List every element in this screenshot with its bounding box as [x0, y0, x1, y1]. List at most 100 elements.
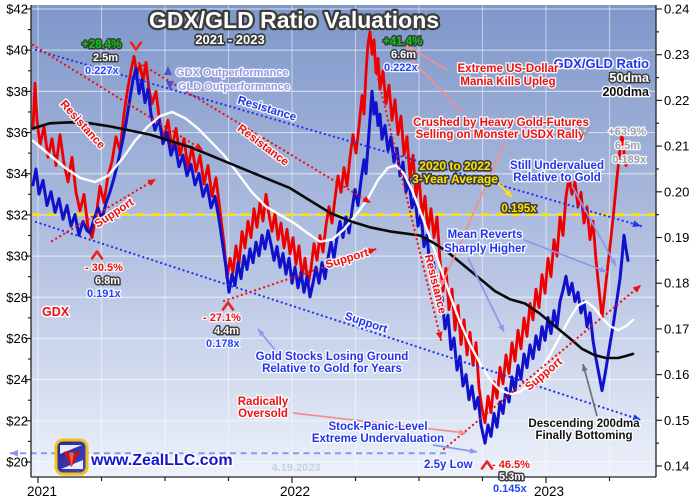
- callout-arrow-6: [523, 239, 608, 273]
- series-gdx-gld-ratio: [31, 66, 630, 445]
- label-gld-outperformance: GLD Outperformance: [178, 81, 290, 93]
- arrowhead: [632, 285, 641, 293]
- label-oversold: Oversold: [238, 408, 288, 420]
- arrowhead: [469, 447, 477, 454]
- arrowhead: [441, 279, 447, 287]
- label-www-zealllc-com: www.ZealLLC.com: [90, 452, 233, 469]
- label-6-6m: 6.6m: [391, 49, 416, 61]
- right-axis-label-0-23: 0.23: [664, 47, 689, 62]
- arrowhead: [504, 189, 512, 197]
- right-axis-label-0-18: 0.18: [664, 276, 689, 291]
- label-gdx-outperformance: GDX Outperformance: [176, 67, 288, 79]
- label-0-145x: 0.145x: [493, 483, 528, 495]
- callout-arrow-10: [582, 363, 598, 417]
- arrowhead: [458, 429, 466, 436]
- trendline-support-red-2021b: [222, 247, 378, 303]
- left-axis-label-38: $38: [6, 84, 28, 99]
- legend-gdx-gld-ratio: GDX/GLD Ratio: [554, 56, 649, 71]
- label-stock-panic-level: Stock-Panic-Level: [328, 421, 427, 433]
- zeal-logo-fan: [63, 451, 80, 467]
- label-crushed-by-heavy-gold-futures: Crushed by Heavy Gold-Futures: [413, 117, 589, 129]
- label-0-222x: 0.222x: [384, 62, 419, 74]
- x-axis-label-2022: 2022: [280, 484, 310, 499]
- legend-50dma: 50dma: [609, 71, 650, 85]
- left-axis-label-20: $20: [6, 455, 28, 470]
- arrowhead: [581, 364, 588, 372]
- left-axis-label-42: $42: [6, 2, 28, 17]
- caret-3: [480, 460, 494, 470]
- arrowhead: [632, 220, 641, 227]
- chart-generated-content: $42 $40 $38 $36 $34 $32 $30 $28 $26 $24 $22 $20 0.24…: [6, 2, 689, 500]
- label-mean-reverts: Mean Reverts: [448, 229, 523, 241]
- series-dma50: [31, 110, 635, 396]
- arrowhead: [362, 195, 371, 203]
- right-axis-label-0-20: 0.20: [664, 184, 689, 199]
- label-0-195x: 0.195x: [501, 203, 537, 215]
- caret-2: [221, 301, 235, 311]
- caret-1: [90, 250, 104, 260]
- label-extreme-undervaluation: Extreme Undervaluation: [312, 433, 444, 445]
- label-sharply-higher: Sharply Higher: [444, 243, 526, 255]
- caret-0: [129, 41, 143, 51]
- arrowhead: [404, 44, 412, 51]
- trendline-resistance-blue-upper: [34, 48, 643, 228]
- callout-arrow-0: [403, 43, 448, 71]
- label-2020-to-2022: 2020 to 2022: [419, 159, 491, 173]
- x-axis-label-2023: 2023: [534, 484, 564, 499]
- label-41-4: +41.4%: [383, 36, 422, 48]
- arrowhead: [632, 414, 641, 421]
- label-radically: Radically: [238, 396, 289, 408]
- label-46-5: - 46.5%: [492, 459, 530, 471]
- label-still-undervalued: Still Undervalued: [510, 160, 604, 172]
- right-axis-label-0-19: 0.19: [664, 230, 689, 245]
- label-gdx: GDX: [42, 305, 70, 319]
- arrowhead: [435, 331, 443, 340]
- right-axis-label-0-15: 0.15: [664, 413, 689, 428]
- arrowhead: [10, 449, 18, 457]
- label-relative-to-gold: Relative to Gold: [513, 172, 601, 184]
- callout-arrow-8: [292, 412, 467, 434]
- label-gdx-gld-ratio-valuations: GDX/GLD Ratio Valuations: [149, 7, 439, 33]
- left-axis-label-32: $32: [6, 207, 28, 222]
- label-5-3m: 5.3m: [499, 471, 524, 483]
- label-27-1: - 27.1%: [203, 312, 241, 324]
- callout-arrow-9: [432, 444, 478, 453]
- series-gdx: [31, 30, 630, 425]
- label-0-191x: 0.191x: [87, 288, 122, 300]
- label-descending-200dma: Descending 200dma: [528, 418, 640, 430]
- label-gold-stocks-losing-ground: Gold Stocks Losing Ground: [256, 351, 409, 363]
- label-finally-bottoming: Finally Bottoming: [535, 430, 632, 442]
- arrowhead: [599, 266, 607, 273]
- series-dma200: [31, 121, 635, 360]
- arrowhead: [147, 179, 156, 186]
- label-4-19-2023: 4.19.2023: [272, 462, 321, 474]
- callout-arrow-5: [467, 257, 505, 333]
- arrowhead: [498, 324, 504, 332]
- label-3-year-average: 3-Year Average: [412, 172, 498, 186]
- zeal-logo-fan-center: [69, 452, 74, 467]
- label-6-8m: 6.8m: [95, 275, 120, 287]
- trendline-resistance-red-2021b: [137, 61, 373, 205]
- trendline-resistance-red-2022: [374, 68, 443, 342]
- arrowhead: [367, 248, 376, 255]
- callout-arrow-1: [403, 51, 463, 113]
- arrowhead: [194, 142, 203, 150]
- label-0-227x: 0.227x: [85, 65, 120, 77]
- zeal-logo: [54, 438, 89, 476]
- label-extreme-us-dollar: Extreme US-Dollar: [458, 63, 560, 75]
- right-axis-label-0-17: 0.17: [664, 321, 689, 336]
- label-selling-on-monster-usdx-rally: Selling on Monster USDX Rally: [416, 129, 585, 141]
- trendline-resistance-red-2021a: [31, 43, 205, 152]
- arrowhead: [258, 329, 265, 337]
- left-axis-label-24: $24: [6, 372, 28, 387]
- caret-5: [164, 66, 172, 75]
- x-axis-label-2021: 2021: [27, 484, 57, 499]
- trendline-support-blue-lower: [34, 220, 643, 422]
- right-axis-label-0-21: 0.21: [664, 139, 689, 154]
- caret-6: [166, 81, 174, 90]
- label-63-9: +63.9%: [608, 126, 646, 138]
- left-axis-label-22: $22: [6, 413, 28, 428]
- label-2-5y-low: 2.5y Low: [424, 459, 473, 471]
- label-30-5: - 30.5%: [85, 262, 123, 274]
